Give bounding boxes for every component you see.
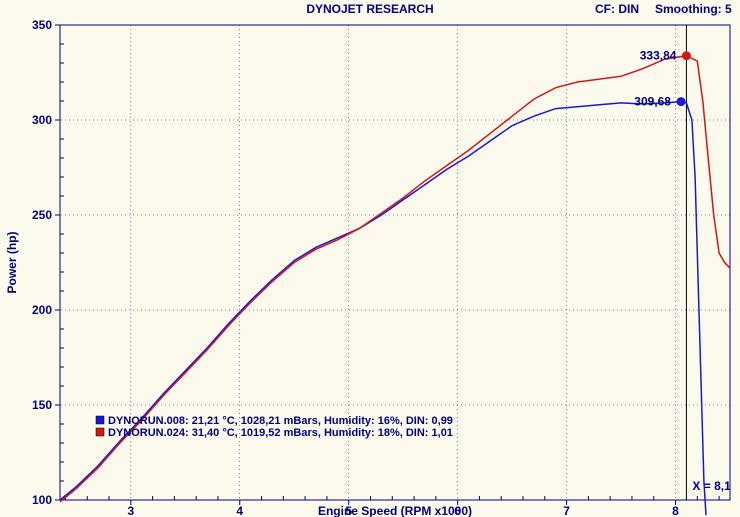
x-tick-label: 4: [236, 504, 243, 517]
peak-label-run008: 309,68: [634, 95, 671, 109]
y-tick-label: 200: [32, 303, 52, 317]
y-tick-label: 150: [32, 398, 52, 412]
x-tick-label: 8: [672, 504, 679, 517]
y-tick-label: 250: [32, 208, 52, 222]
legend-text-run024: DYNORUN.024: 31,40 °C, 1019,52 mBars, Hu…: [108, 427, 453, 439]
peak-marker-run008: [676, 97, 685, 106]
y-tick-label: 300: [32, 113, 52, 127]
cf-label: CF: DIN: [595, 2, 639, 16]
peak-label-run024: 333,84: [640, 49, 677, 63]
dyno-chart: DYNOJET RESEARCHCF: DINSmoothing: 534567…: [0, 0, 740, 517]
smoothing-label: Smoothing: 5: [655, 2, 732, 16]
legend-swatch-run024: [96, 428, 104, 436]
chart-title: DYNOJET RESEARCH: [306, 2, 433, 16]
cursor-label: X = 8,1: [692, 479, 731, 493]
chart-bg: [0, 0, 740, 517]
x-tick-label: 3: [127, 504, 134, 517]
x-tick-label: 7: [563, 504, 570, 517]
peak-marker-run024: [682, 51, 691, 60]
y-axis-label: Power (hp): [5, 231, 19, 293]
legend-swatch-run008: [96, 416, 104, 424]
legend-text-run008: DYNORUN.008: 21,21 °C, 1028,21 mBars, Hu…: [108, 415, 453, 427]
x-axis-label: Engine Speed (RPM x1000): [318, 504, 472, 517]
y-tick-label: 350: [32, 18, 52, 32]
y-tick-label: 100: [32, 493, 52, 507]
